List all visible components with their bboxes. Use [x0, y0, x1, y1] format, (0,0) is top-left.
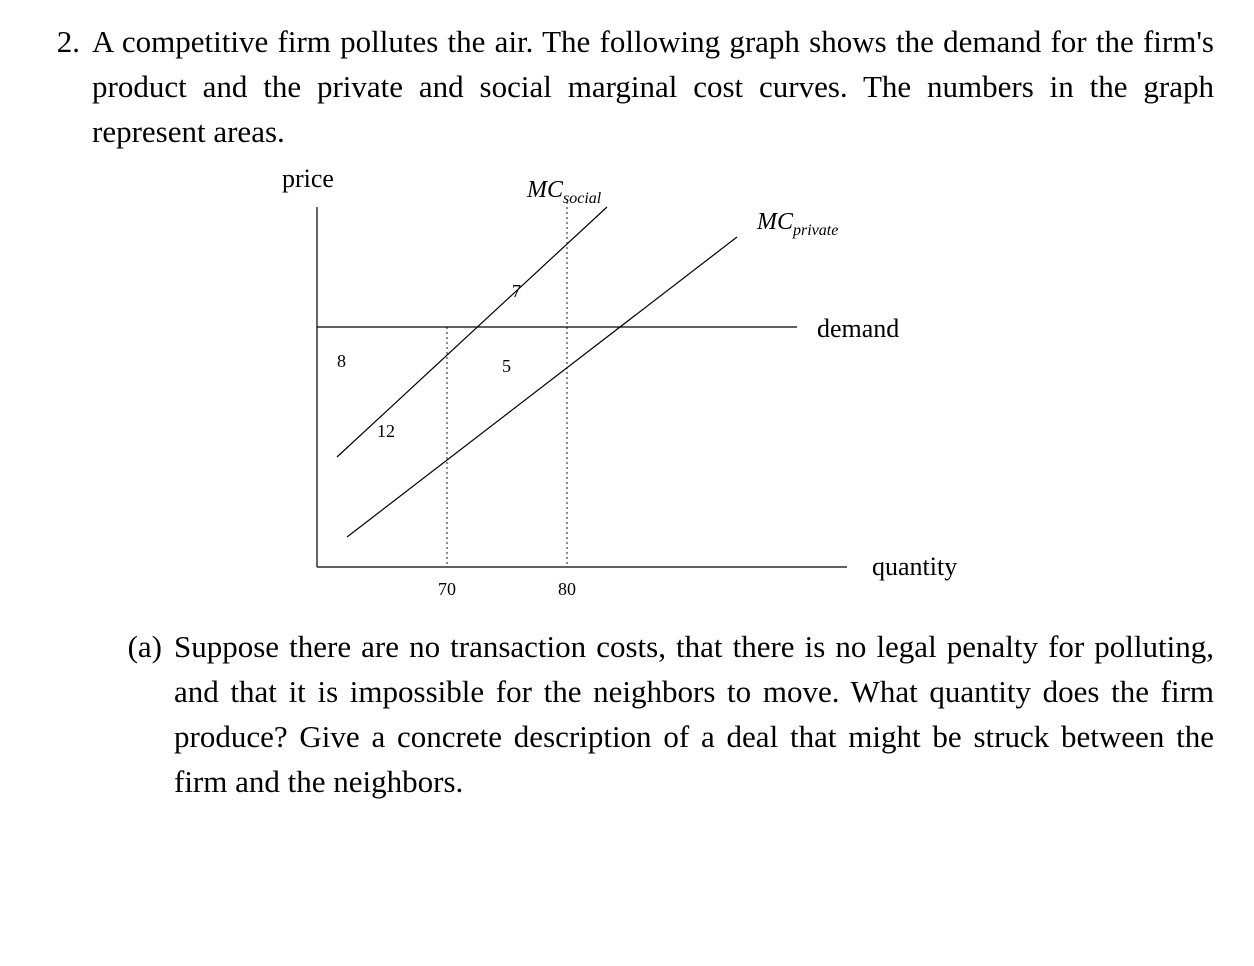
subquestion-text: Suppose there are no transaction costs, …: [174, 625, 1214, 805]
question-number: 2.: [20, 20, 92, 65]
area-label-5: 5: [502, 356, 511, 376]
mc-social-label: MCsocial: [526, 177, 602, 207]
mc-private-curve: [347, 237, 737, 537]
x-tick-80: 80: [558, 579, 576, 599]
mc-social-curve: [337, 207, 607, 457]
subquestion-label: (a): [92, 625, 174, 670]
graph-container: price quantity MCsocial MCprivate demand 8 12 7…: [20, 157, 1214, 617]
page: 2. A competitive firm pollutes the air. …: [0, 0, 1254, 966]
area-label-7: 7: [512, 281, 521, 301]
y-axis-label: price: [282, 164, 334, 193]
area-label-12: 12: [377, 421, 395, 441]
question-text: A competitive firm pollutes the air. The…: [92, 20, 1214, 155]
subquestion-block: (a) Suppose there are no transaction cos…: [92, 625, 1214, 805]
x-axis-label: quantity: [872, 552, 957, 581]
area-label-8: 8: [337, 351, 346, 371]
demand-label: demand: [817, 314, 899, 343]
economics-graph: price quantity MCsocial MCprivate demand 8 12 7…: [237, 157, 997, 617]
x-tick-70: 70: [438, 579, 456, 599]
mc-private-label: MCprivate: [756, 209, 838, 239]
question-block: 2. A competitive firm pollutes the air. …: [20, 20, 1214, 155]
